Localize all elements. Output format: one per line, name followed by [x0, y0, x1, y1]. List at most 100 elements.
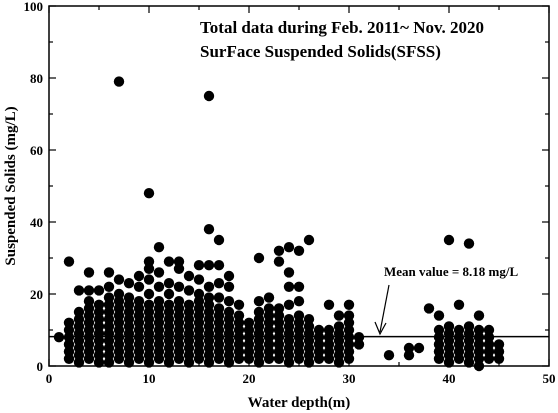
- y-tick-label: 0: [37, 359, 44, 374]
- data-point: [183, 270, 195, 282]
- data-point: [173, 324, 185, 336]
- data-point: [223, 296, 235, 307]
- data-point: [63, 339, 75, 350]
- data-point: [323, 353, 335, 364]
- data-point: [193, 274, 205, 285]
- data-point: [263, 353, 275, 364]
- x-tick-label: 0: [46, 371, 53, 386]
- data-point: [263, 339, 275, 350]
- data-point: [493, 353, 505, 364]
- data-point: [103, 350, 115, 361]
- data-point: [253, 306, 265, 318]
- data-point: [203, 350, 215, 361]
- data-point: [103, 342, 115, 354]
- data-point: [103, 281, 115, 292]
- data-point: [123, 350, 135, 361]
- data-point: [343, 353, 355, 364]
- data-point: [153, 353, 165, 364]
- data-point: [203, 357, 215, 368]
- data-point: [63, 346, 75, 357]
- data-point: [273, 317, 285, 328]
- data-point: [293, 245, 305, 256]
- data-point: [83, 296, 95, 307]
- data-point: [103, 306, 115, 318]
- data-point: [253, 314, 265, 325]
- data-point: [163, 350, 175, 361]
- data-point: [333, 335, 345, 346]
- data-point: [173, 317, 185, 328]
- data-point: [213, 310, 225, 321]
- data-point: [113, 303, 125, 314]
- data-point: [323, 339, 335, 350]
- data-point: [163, 335, 175, 346]
- data-point: [93, 335, 105, 346]
- data-point: [243, 324, 255, 336]
- data-point: [153, 303, 165, 314]
- x-axis-title: Water depth(m): [248, 395, 351, 411]
- mean-value-arrow: [374, 284, 390, 336]
- data-point: [283, 321, 295, 332]
- data-point: [343, 339, 355, 350]
- data-point: [273, 256, 285, 267]
- data-point: [163, 299, 175, 310]
- data-point: [333, 342, 345, 354]
- data-point: [113, 353, 125, 364]
- data-point: [463, 238, 475, 249]
- x-tick-label: 20: [243, 371, 256, 386]
- data-point: [203, 90, 215, 102]
- data-point: [73, 357, 85, 368]
- data-point: [233, 299, 245, 310]
- data-point: [103, 357, 115, 368]
- data-point: [123, 321, 135, 332]
- data-point: [493, 339, 505, 350]
- data-point: [63, 324, 75, 336]
- data-point: [123, 335, 135, 346]
- data-point: [73, 314, 85, 325]
- data-point: [343, 317, 355, 328]
- data-point: [133, 303, 145, 314]
- data-point: [143, 306, 155, 318]
- data-point: [303, 342, 315, 354]
- data-point: [103, 335, 115, 346]
- data-point: [203, 292, 215, 303]
- data-point: [193, 324, 205, 336]
- data-point: [83, 324, 95, 336]
- data-point: [483, 339, 495, 350]
- data-point: [83, 303, 95, 314]
- y-tick-label: 100: [24, 0, 44, 14]
- y-tick-label: 20: [30, 287, 43, 302]
- data-point: [283, 299, 295, 310]
- data-point: [83, 339, 95, 350]
- data-point: [333, 350, 345, 361]
- data-point: [213, 353, 225, 364]
- data-point: [103, 314, 115, 325]
- data-point: [203, 314, 215, 325]
- data-point: [193, 353, 205, 364]
- data-point: [283, 350, 295, 361]
- data-point: [463, 342, 475, 354]
- data-point: [433, 353, 445, 364]
- data-point: [123, 278, 135, 289]
- data-point: [333, 310, 345, 321]
- data-point: [213, 346, 225, 357]
- data-point: [483, 346, 495, 357]
- data-point: [223, 342, 235, 354]
- data-point: [113, 274, 125, 285]
- data-point: [253, 321, 265, 332]
- data-point: [303, 314, 315, 325]
- data-point: [253, 296, 265, 307]
- data-point: [473, 310, 485, 321]
- data-point: [263, 303, 275, 314]
- data-point: [243, 317, 255, 328]
- data-point: [153, 339, 165, 350]
- data-point: [163, 256, 175, 267]
- data-point: [223, 281, 235, 292]
- data-point: [223, 357, 235, 368]
- data-point: [333, 357, 345, 368]
- data-point: [123, 306, 135, 318]
- data-point: [143, 342, 155, 354]
- data-point: [343, 324, 355, 336]
- data-point: [183, 306, 195, 318]
- x-tick-label: 50: [543, 371, 556, 386]
- y-tick-label: 80: [30, 71, 43, 86]
